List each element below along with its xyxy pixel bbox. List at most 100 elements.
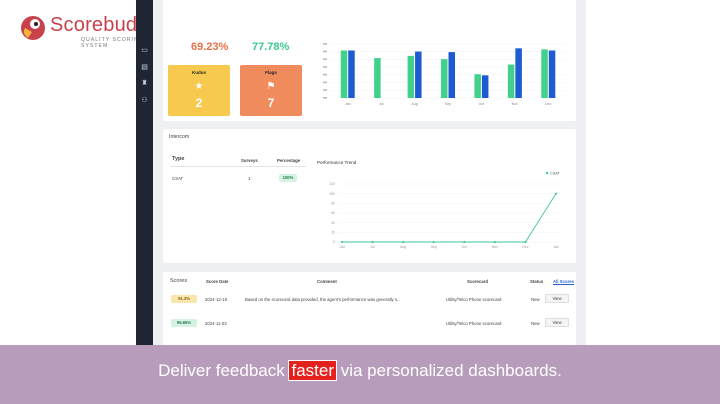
flags-tile[interactable]: Flags ⚑ 7 [240,65,302,116]
x-tick-label: Nov [512,102,519,106]
brand-name: Scorebuddy [50,14,159,36]
caption-after: via personalized dashboards. [336,361,562,380]
chart-title: Performance Trend [317,160,357,165]
flags-percentage: 77.78% [252,41,290,53]
flag-icon: ⚑ [266,81,276,92]
legend-label: CSAT [550,172,561,176]
caption-highlight: faster [288,360,337,381]
data-point[interactable] [340,240,344,244]
x-tick-label: Jul [370,245,375,249]
x-tick-label: Jan [339,245,345,249]
kudos-label: Kudos [192,70,206,75]
surveys-column-header: Surveys [241,158,258,163]
bar[interactable] [340,50,348,98]
score-date: 2024-12-19 [205,297,227,302]
y-tick-mark [323,89,327,91]
data-point[interactable] [402,240,405,244]
bar[interactable] [541,49,548,98]
x-tick-label: Dec [545,102,552,106]
all-scores-link[interactable]: All Scores [553,279,575,284]
score-status: New [531,297,540,302]
flags-label: Flags [265,70,277,75]
y-tick-label: 100 [329,192,335,196]
data-point[interactable] [463,240,466,244]
bar[interactable] [448,52,456,98]
x-tick-label: Jul [379,102,384,106]
data-point[interactable] [432,240,435,244]
csat-series-line [342,193,557,243]
y-tick-mark [323,66,327,68]
data-point[interactable] [524,240,527,244]
x-tick-label: Oct [479,102,485,106]
score-scorecard: Utility/Telco Phone scorecard [446,297,502,302]
bar[interactable] [415,51,422,98]
status-header: Status [530,279,544,284]
brand-logo: Scorebuddy QUALITY SCORING SYSTEM [20,12,160,49]
csat-type-cell: CSAT [172,176,184,181]
y-tick-mark [323,97,327,99]
bar[interactable] [481,75,489,98]
data-point[interactable] [554,192,558,195]
users-icon[interactable]: ⚇ [141,97,148,104]
view-score-button[interactable]: View [545,294,569,303]
chat-icon[interactable]: ▭ [141,47,148,54]
app-sidebar: ▭ ▤ ♜ ⚇ [136,0,153,345]
caption-before: Deliver feedback [158,361,290,380]
y-tick-label: 40 [331,221,335,225]
star-icon: ★ [194,81,204,92]
percentage-column-header: Percentage [277,158,301,163]
y-tick-label: 0 [333,240,335,244]
x-tick-label: Oct [462,245,467,249]
trophy-icon[interactable]: ♜ [141,80,148,87]
x-tick-label: Jan [345,102,351,106]
data-point[interactable] [493,240,496,244]
y-tick-mark [323,81,327,84]
y-tick-label: 60 [331,211,335,215]
x-tick-label: Aug [411,102,417,106]
bar[interactable] [548,50,556,98]
bar[interactable] [515,48,522,98]
data-point[interactable] [371,240,374,244]
flags-count: 7 [267,96,275,110]
bar[interactable] [474,74,481,98]
score-comment: Based on the scorecard data provided, th… [245,297,401,302]
scores-title: Scores [170,278,188,284]
score-date-header: Score Date [206,279,229,284]
bar[interactable] [441,59,448,98]
score-scorecard: Utility/Telco Phone scorecard [446,321,502,326]
document-icon[interactable]: ▤ [141,64,148,71]
score-badge: 91.3% [171,295,197,303]
caption-bar: Deliver feedback faster via personalized… [0,345,720,404]
bar[interactable] [407,55,415,98]
view-score-button[interactable]: View [545,318,569,327]
kudos-percentage: 69.23% [191,41,229,53]
x-tick-label: Aug [400,245,406,249]
brand-tagline: QUALITY SCORING SYSTEM [81,37,144,49]
y-tick-mark [323,73,327,76]
intercom-card: Intercom Type Surveys Percentage CSAT 1 … [163,129,576,263]
csat-percentage-badge: 100% [279,174,297,182]
parrot-logo-icon [21,16,45,40]
x-tick-label: Dec [522,245,528,249]
caption-text: Deliver feedback faster via personalized… [0,360,720,381]
dashboard-content: 69.23% 77.78% Kudos ★ 2 Flags ⚑ 7 Jan Jul… [153,0,586,345]
y-tick-mark [323,58,327,61]
performance-trend-chart: Performance Trend CSAT 120 100 80 60 40 20 0 Jan J… [317,160,561,249]
legend-dot [545,171,549,175]
x-tick-label: Sep [431,245,437,249]
bar[interactable] [374,58,381,98]
summary-card: 69.23% 77.78% Kudos ★ 2 Flags ⚑ 7 Jan Jul… [163,0,576,121]
bar[interactable] [507,64,515,98]
y-tick-mark [323,50,327,53]
kudos-tile[interactable]: Kudos ★ 2 [168,65,230,116]
bar[interactable] [348,50,355,98]
y-tick-label: 20 [331,231,335,235]
x-tick-label: Nov [492,245,498,249]
comment-header: Comment [317,279,337,284]
score-badge: 95.65% [171,319,197,327]
table-divider [171,166,306,167]
x-tick-label: Jan [553,245,559,249]
y-tick-label: 120 [329,182,335,186]
intercom-title: Intercom [169,134,190,140]
scores-card: Scores Score Date Comment Scorecard Stat… [163,272,576,345]
